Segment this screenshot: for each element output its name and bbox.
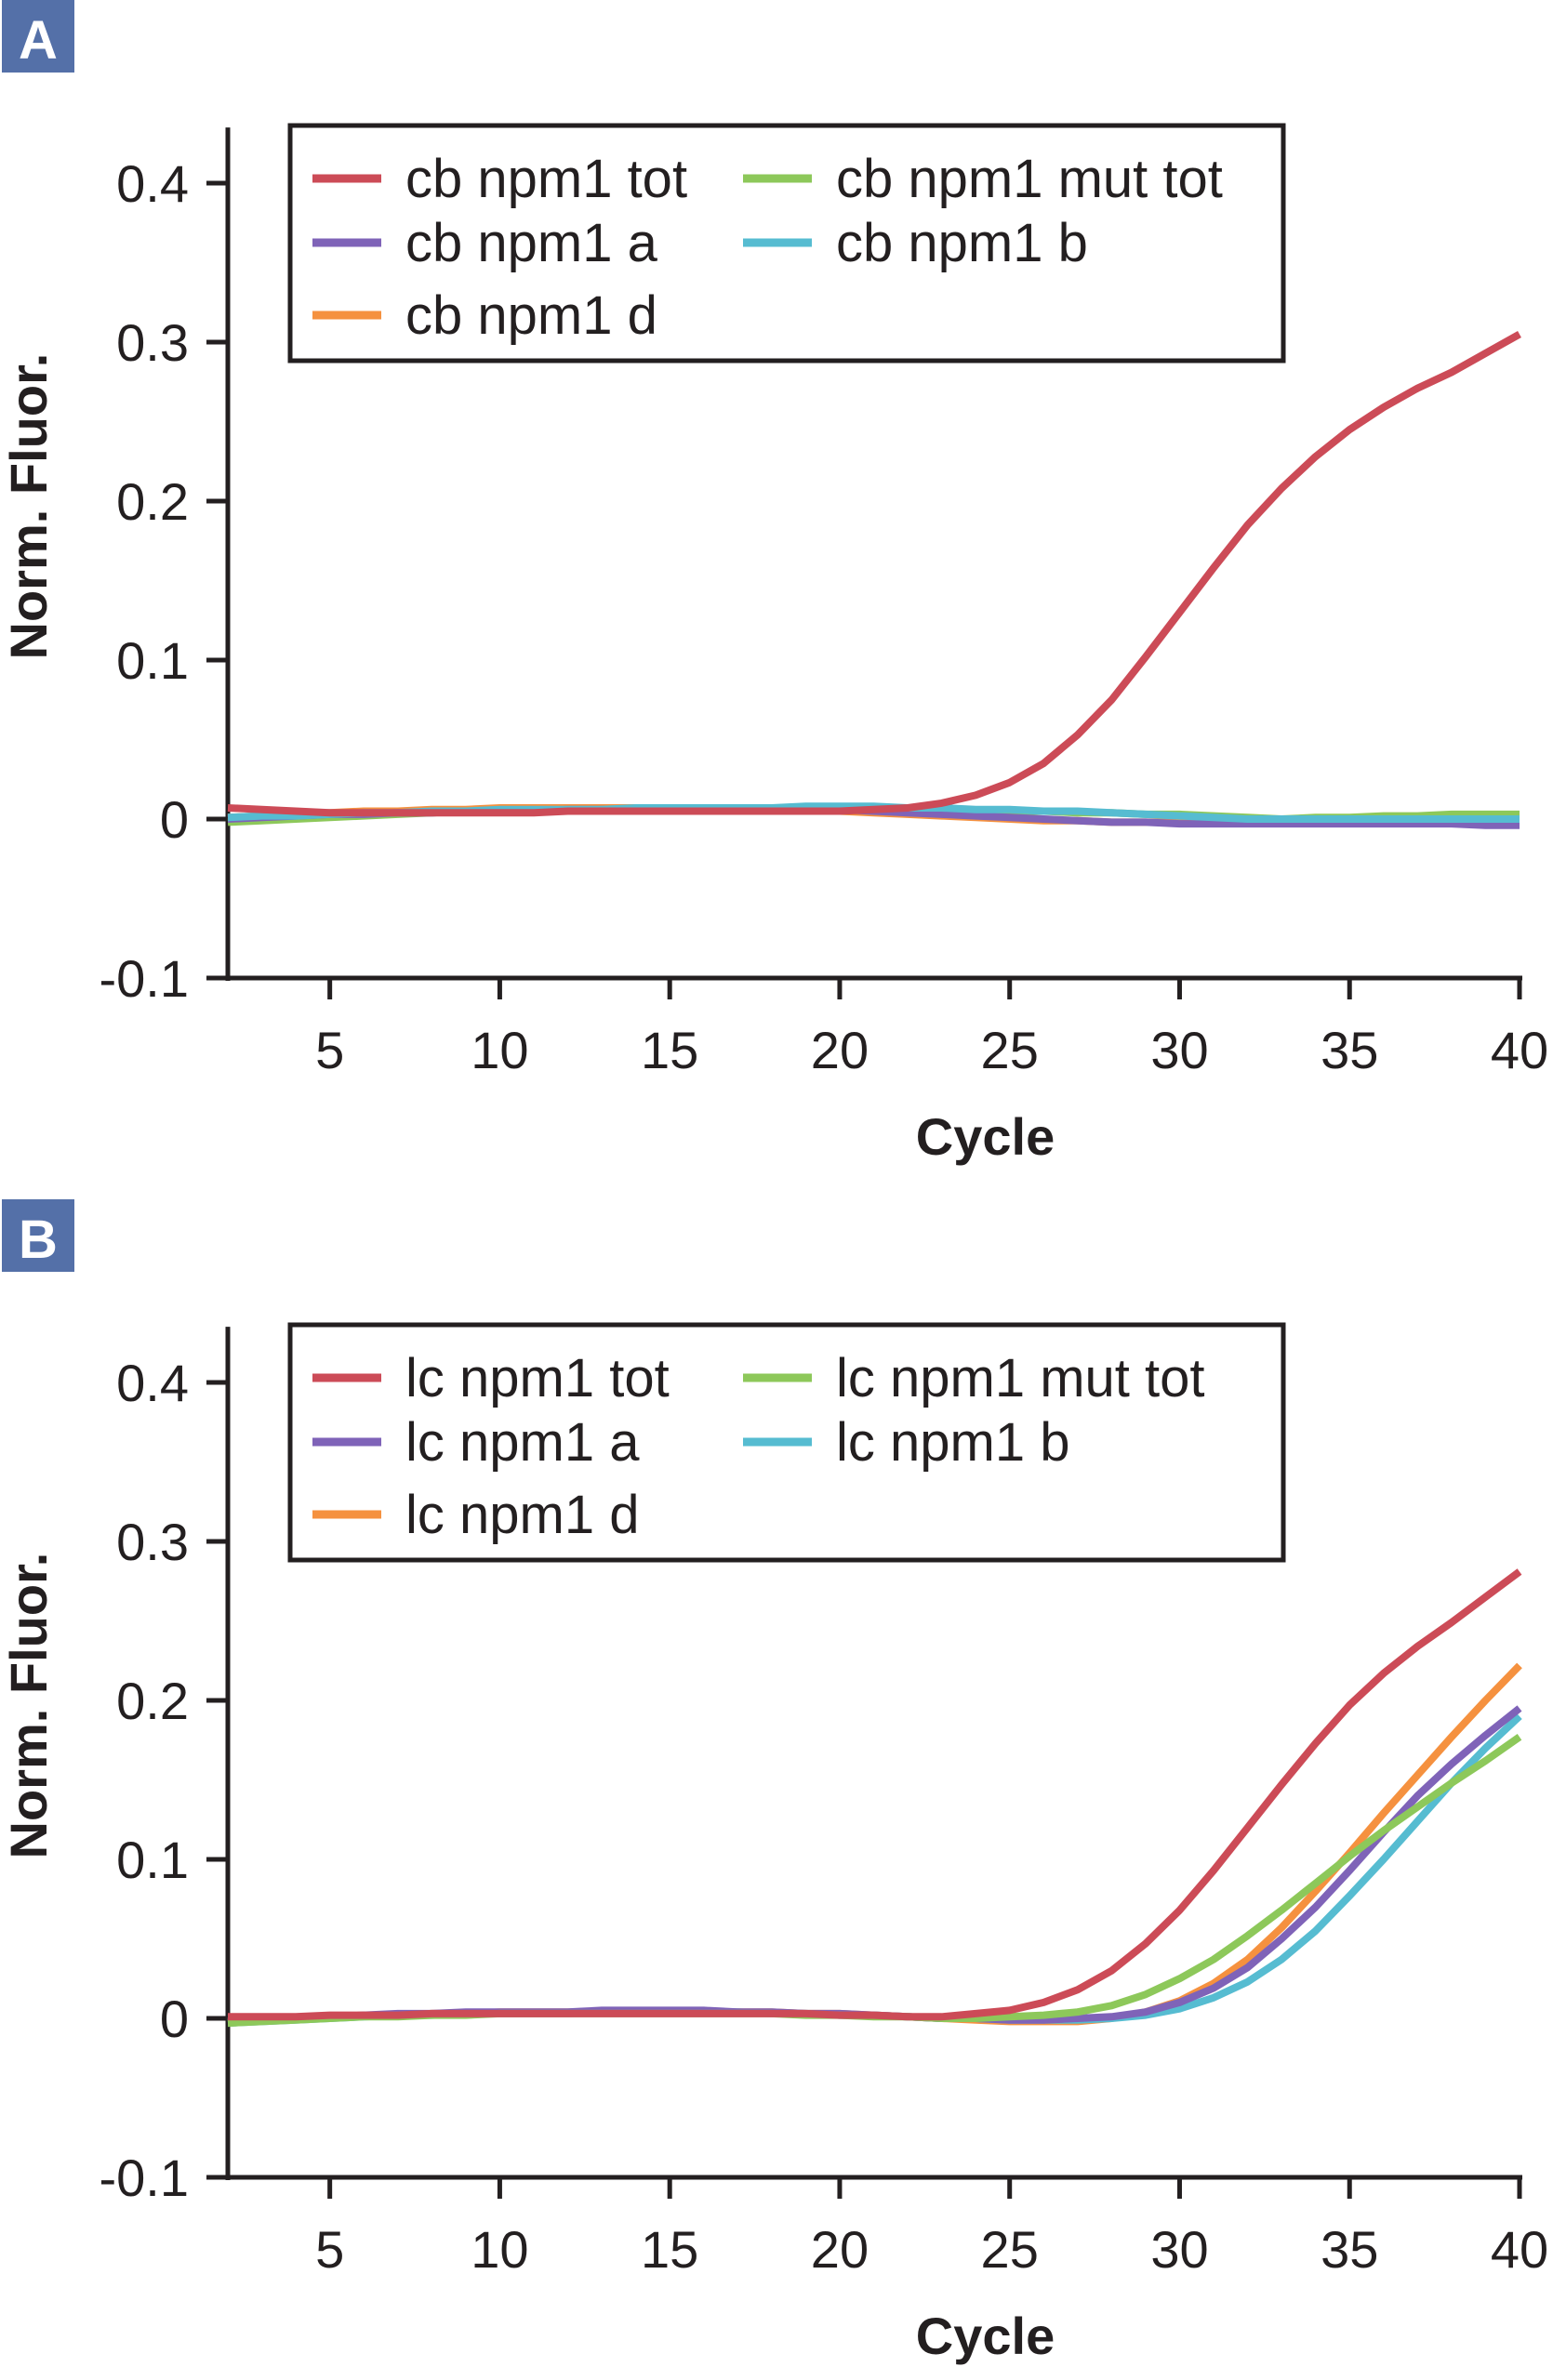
x-tick-label: 25: [981, 1021, 1039, 1079]
legend-label: cb npm1 d: [405, 285, 657, 346]
y-tick-label: -0.1: [100, 949, 190, 1008]
x-tick-label: 5: [315, 2220, 344, 2279]
y-tick-label: 0.1: [116, 631, 189, 690]
legend-label: lc npm1 tot: [405, 1348, 670, 1408]
y-tick-label: 0.4: [116, 154, 189, 213]
panel-label-box: [2, 1199, 74, 1272]
panel-label: A: [19, 10, 58, 71]
x-tick-label: 10: [471, 2220, 528, 2279]
chart-panel-a: A -0.1 0 0.1 0.2 0.3 0.4 5 10 15 20 25 30 35 40 Cycle No…: [0, 0, 1548, 1166]
y-tick-label: 0.1: [116, 1831, 189, 1889]
series-line-lc-npm1-d: [227, 1662, 1522, 2026]
x-tick-label: 20: [811, 2220, 869, 2279]
x-axis-title: Cycle: [916, 2307, 1055, 2365]
legend-label: lc npm1 a: [405, 1412, 640, 1473]
legend-label: cb npm1 a: [405, 213, 658, 273]
x-tick-label: 10: [471, 1021, 528, 1079]
x-tick-label: 15: [641, 2220, 698, 2279]
x-tick-label: 30: [1150, 2220, 1208, 2279]
series-line-lc-npm1-b: [227, 1713, 1522, 2028]
legend-label: lc npm1 d: [405, 1485, 639, 1545]
y-axis-title: Norm. Fluor.: [0, 353, 58, 660]
series-line-lc-npm1-tot: [228, 1568, 1522, 2021]
x-tick-label: 40: [1491, 1021, 1548, 1079]
x-tick-label: 20: [811, 1021, 869, 1079]
panel-label: B: [19, 1210, 58, 1270]
legend-label: lc npm1 b: [836, 1412, 1069, 1473]
series-line-lc-npm1-a: [227, 1705, 1522, 2026]
y-axis-title: Norm. Fluor.: [0, 1553, 58, 1859]
legend-label: cb npm1 tot: [405, 149, 687, 209]
x-tick-label: 35: [1321, 2220, 1378, 2279]
series-line-cb-npm1-tot: [227, 331, 1521, 817]
y-tick-label: 0.2: [116, 472, 189, 531]
y-tick-label: 0.3: [116, 1513, 189, 1571]
x-tick-label: 15: [641, 1021, 698, 1079]
y-tick-label: 0.2: [116, 1672, 189, 1730]
y-tick-label: 0.3: [116, 313, 189, 372]
x-tick-label: 35: [1321, 1021, 1378, 1079]
chart-panel-b: B -0.1 0 0.1 0.2 0.3 0.4 5 10 15 20 25 30 35 40 Cycle No…: [0, 1199, 1548, 2365]
x-tick-label: 40: [1491, 2220, 1548, 2279]
x-tick-label: 25: [981, 2220, 1039, 2279]
legend-label: cb npm1 mut tot: [836, 149, 1223, 209]
y-tick-label: 0: [160, 1990, 189, 2048]
x-axis-title: Cycle: [916, 1107, 1055, 1166]
y-tick-label: 0.4: [116, 1354, 189, 1412]
panel-label-box: [2, 0, 74, 73]
y-tick-label: 0: [160, 790, 189, 849]
x-tick-label: 5: [315, 1021, 344, 1079]
y-tick-label: -0.1: [100, 2149, 190, 2207]
x-tick-label: 30: [1150, 1021, 1208, 1079]
legend-label: cb npm1 b: [836, 213, 1088, 273]
legend-label: lc npm1 mut tot: [836, 1348, 1204, 1408]
